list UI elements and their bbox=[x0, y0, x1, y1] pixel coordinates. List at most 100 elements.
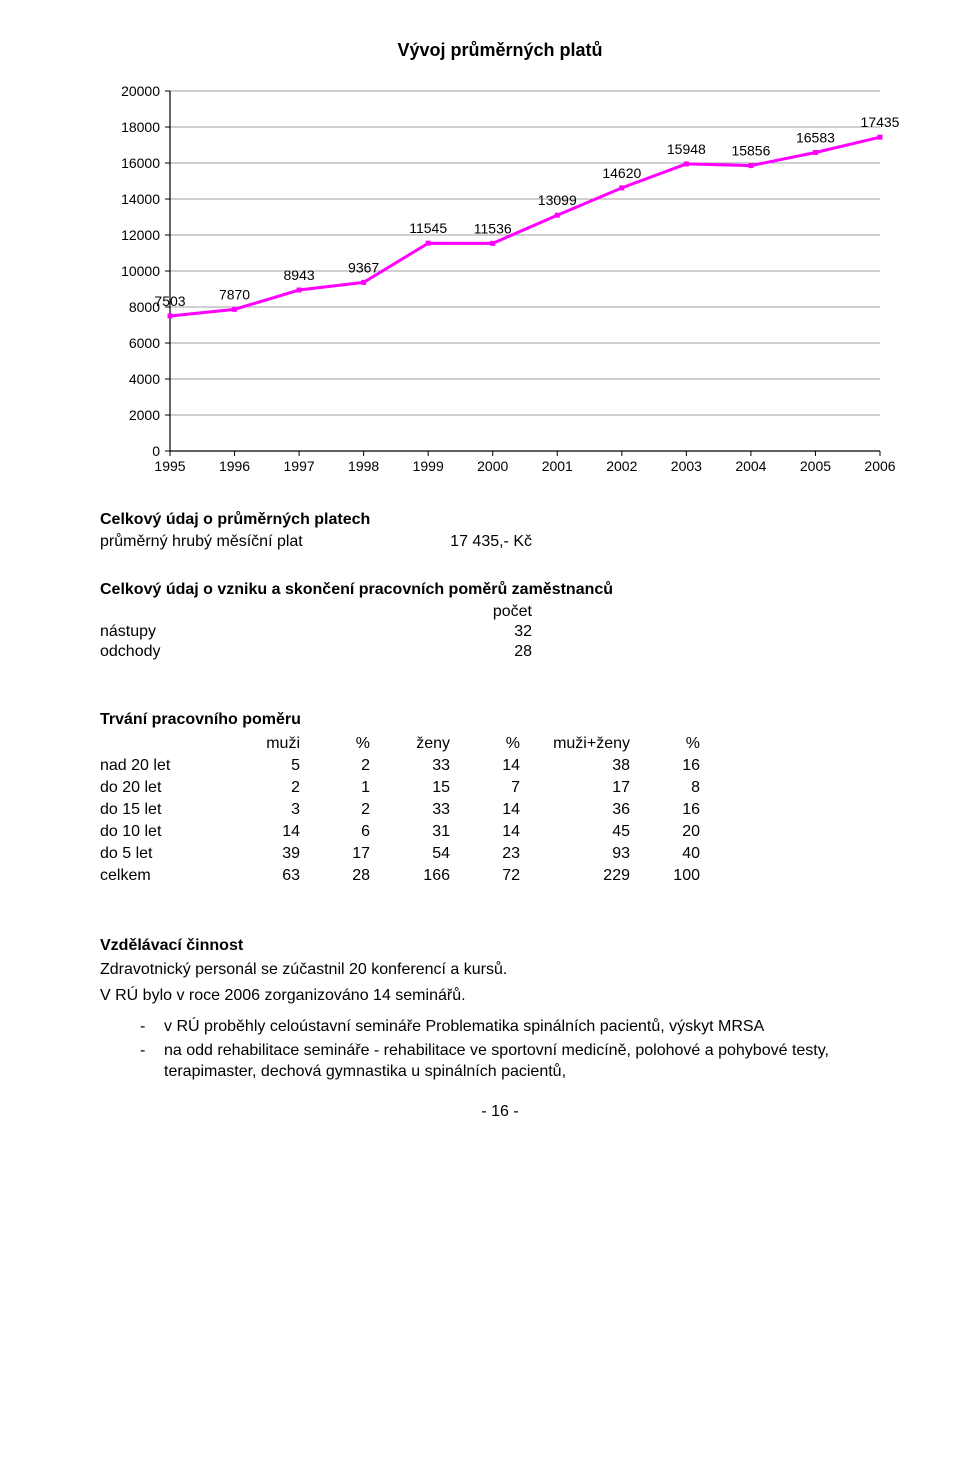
svg-text:7870: 7870 bbox=[219, 286, 250, 302]
tenure-cell: 54 bbox=[380, 843, 460, 865]
tenure-heading: Trvání pracovního poměru bbox=[100, 711, 900, 729]
tenure-cell: 3 bbox=[230, 799, 310, 821]
svg-text:16000: 16000 bbox=[121, 155, 160, 171]
tenure-cell: 40 bbox=[640, 843, 710, 865]
turnover-row-label: nástupy bbox=[100, 623, 420, 641]
tenure-cell: celkem bbox=[100, 865, 230, 887]
tenure-cell: 2 bbox=[310, 755, 380, 777]
tenure-col-header: muži+ženy bbox=[530, 733, 640, 755]
tenure-cell: 6 bbox=[310, 821, 380, 843]
tenure-cell: 14 bbox=[230, 821, 310, 843]
tenure-cell: 28 bbox=[310, 865, 380, 887]
svg-text:2002: 2002 bbox=[606, 458, 637, 474]
svg-text:15948: 15948 bbox=[667, 141, 706, 157]
tenure-col-header: ženy bbox=[380, 733, 460, 755]
table-row: celkem632816672229100 bbox=[100, 865, 710, 887]
table-row: do 20 let21157178 bbox=[100, 777, 710, 799]
tenure-cell: 16 bbox=[640, 755, 710, 777]
svg-text:4000: 4000 bbox=[129, 371, 160, 387]
svg-text:14620: 14620 bbox=[602, 165, 641, 181]
svg-text:2000: 2000 bbox=[129, 407, 160, 423]
tenure-cell: nad 20 let bbox=[100, 755, 230, 777]
tenure-cell: 93 bbox=[530, 843, 640, 865]
svg-text:6000: 6000 bbox=[129, 335, 160, 351]
tenure-cell: 63 bbox=[230, 865, 310, 887]
education-line-2: V RÚ bylo v roce 2006 zorganizováno 14 s… bbox=[100, 985, 900, 1007]
tenure-cell: 38 bbox=[530, 755, 640, 777]
svg-text:8943: 8943 bbox=[284, 267, 315, 283]
table-row: do 10 let14631144520 bbox=[100, 821, 710, 843]
tenure-cell: 5 bbox=[230, 755, 310, 777]
svg-text:12000: 12000 bbox=[121, 227, 160, 243]
tenure-cell: 166 bbox=[380, 865, 460, 887]
avg-salary-label: průměrný hrubý měsíční plat bbox=[100, 533, 420, 551]
tenure-cell: 36 bbox=[530, 799, 640, 821]
svg-text:11545: 11545 bbox=[409, 220, 447, 236]
tenure-cell: 1 bbox=[310, 777, 380, 799]
svg-text:2006: 2006 bbox=[864, 458, 895, 474]
tenure-col-header: muži bbox=[230, 733, 310, 755]
svg-text:16583: 16583 bbox=[796, 130, 835, 146]
tenure-cell: 2 bbox=[310, 799, 380, 821]
tenure-cell: 7 bbox=[460, 777, 530, 799]
tenure-col-header: % bbox=[310, 733, 380, 755]
avg-salary-value: 17 435,- Kč bbox=[420, 533, 540, 551]
turnover-col-blank bbox=[100, 603, 420, 621]
education-line-1: Zdravotnický personál se zúčastnil 20 ko… bbox=[100, 959, 900, 981]
tenure-cell: 33 bbox=[380, 799, 460, 821]
tenure-cell: do 10 let bbox=[100, 821, 230, 843]
turnover-row-value: 28 bbox=[420, 643, 540, 661]
tenure-col-header: % bbox=[640, 733, 710, 755]
tenure-cell: 15 bbox=[380, 777, 460, 799]
tenure-cell: 45 bbox=[530, 821, 640, 843]
tenure-cell: 8 bbox=[640, 777, 710, 799]
turnover-count-label: počet bbox=[420, 603, 540, 621]
avg-salary-heading: Celkový údaj o průměrných platech bbox=[100, 511, 900, 529]
svg-text:14000: 14000 bbox=[121, 191, 160, 207]
svg-text:11536: 11536 bbox=[474, 220, 512, 236]
tenure-cell: 14 bbox=[460, 755, 530, 777]
education-heading: Vzdělávací činnost bbox=[100, 937, 900, 955]
svg-text:7503: 7503 bbox=[154, 293, 185, 309]
tenure-cell: 33 bbox=[380, 755, 460, 777]
tenure-cell: 14 bbox=[460, 799, 530, 821]
svg-text:1995: 1995 bbox=[154, 458, 185, 474]
svg-text:18000: 18000 bbox=[121, 119, 160, 135]
svg-text:1996: 1996 bbox=[219, 458, 250, 474]
table-row: do 5 let391754239340 bbox=[100, 843, 710, 865]
tenure-cell: 72 bbox=[460, 865, 530, 887]
svg-text:1998: 1998 bbox=[348, 458, 379, 474]
svg-text:2000: 2000 bbox=[477, 458, 508, 474]
svg-text:15856: 15856 bbox=[731, 143, 770, 159]
svg-text:2005: 2005 bbox=[800, 458, 831, 474]
turnover-heading: Celkový údaj o vzniku a skončení pracovn… bbox=[100, 581, 900, 599]
tenure-table: muži%ženy%muži+ženy%nad 20 let5233143816… bbox=[100, 733, 710, 887]
turnover-row-label: odchody bbox=[100, 643, 420, 661]
list-item: v RÚ proběhly celoústavní semináře Probl… bbox=[140, 1016, 900, 1038]
tenure-cell: 31 bbox=[380, 821, 460, 843]
svg-text:20000: 20000 bbox=[121, 83, 160, 99]
svg-text:2003: 2003 bbox=[671, 458, 702, 474]
tenure-cell: do 15 let bbox=[100, 799, 230, 821]
tenure-cell: 20 bbox=[640, 821, 710, 843]
salary-chart: 0200040006000800010000120001400016000180… bbox=[100, 81, 900, 481]
svg-text:1999: 1999 bbox=[413, 458, 444, 474]
tenure-col-header: % bbox=[460, 733, 530, 755]
tenure-cell: do 20 let bbox=[100, 777, 230, 799]
svg-text:2004: 2004 bbox=[735, 458, 766, 474]
tenure-cell: 17 bbox=[530, 777, 640, 799]
tenure-cell: 2 bbox=[230, 777, 310, 799]
tenure-cell: 14 bbox=[460, 821, 530, 843]
svg-text:9367: 9367 bbox=[348, 259, 379, 275]
list-item: na odd rehabilitace semináře - rehabilit… bbox=[140, 1040, 900, 1083]
svg-text:0: 0 bbox=[152, 443, 160, 459]
tenure-cell: do 5 let bbox=[100, 843, 230, 865]
tenure-cell: 17 bbox=[310, 843, 380, 865]
chart-title: Vývoj průměrných platů bbox=[100, 40, 900, 61]
tenure-col-header bbox=[100, 733, 230, 755]
page-number: - 16 - bbox=[100, 1103, 900, 1121]
svg-text:1997: 1997 bbox=[284, 458, 315, 474]
svg-text:13099: 13099 bbox=[538, 192, 577, 208]
table-row: do 15 let3233143616 bbox=[100, 799, 710, 821]
tenure-cell: 229 bbox=[530, 865, 640, 887]
